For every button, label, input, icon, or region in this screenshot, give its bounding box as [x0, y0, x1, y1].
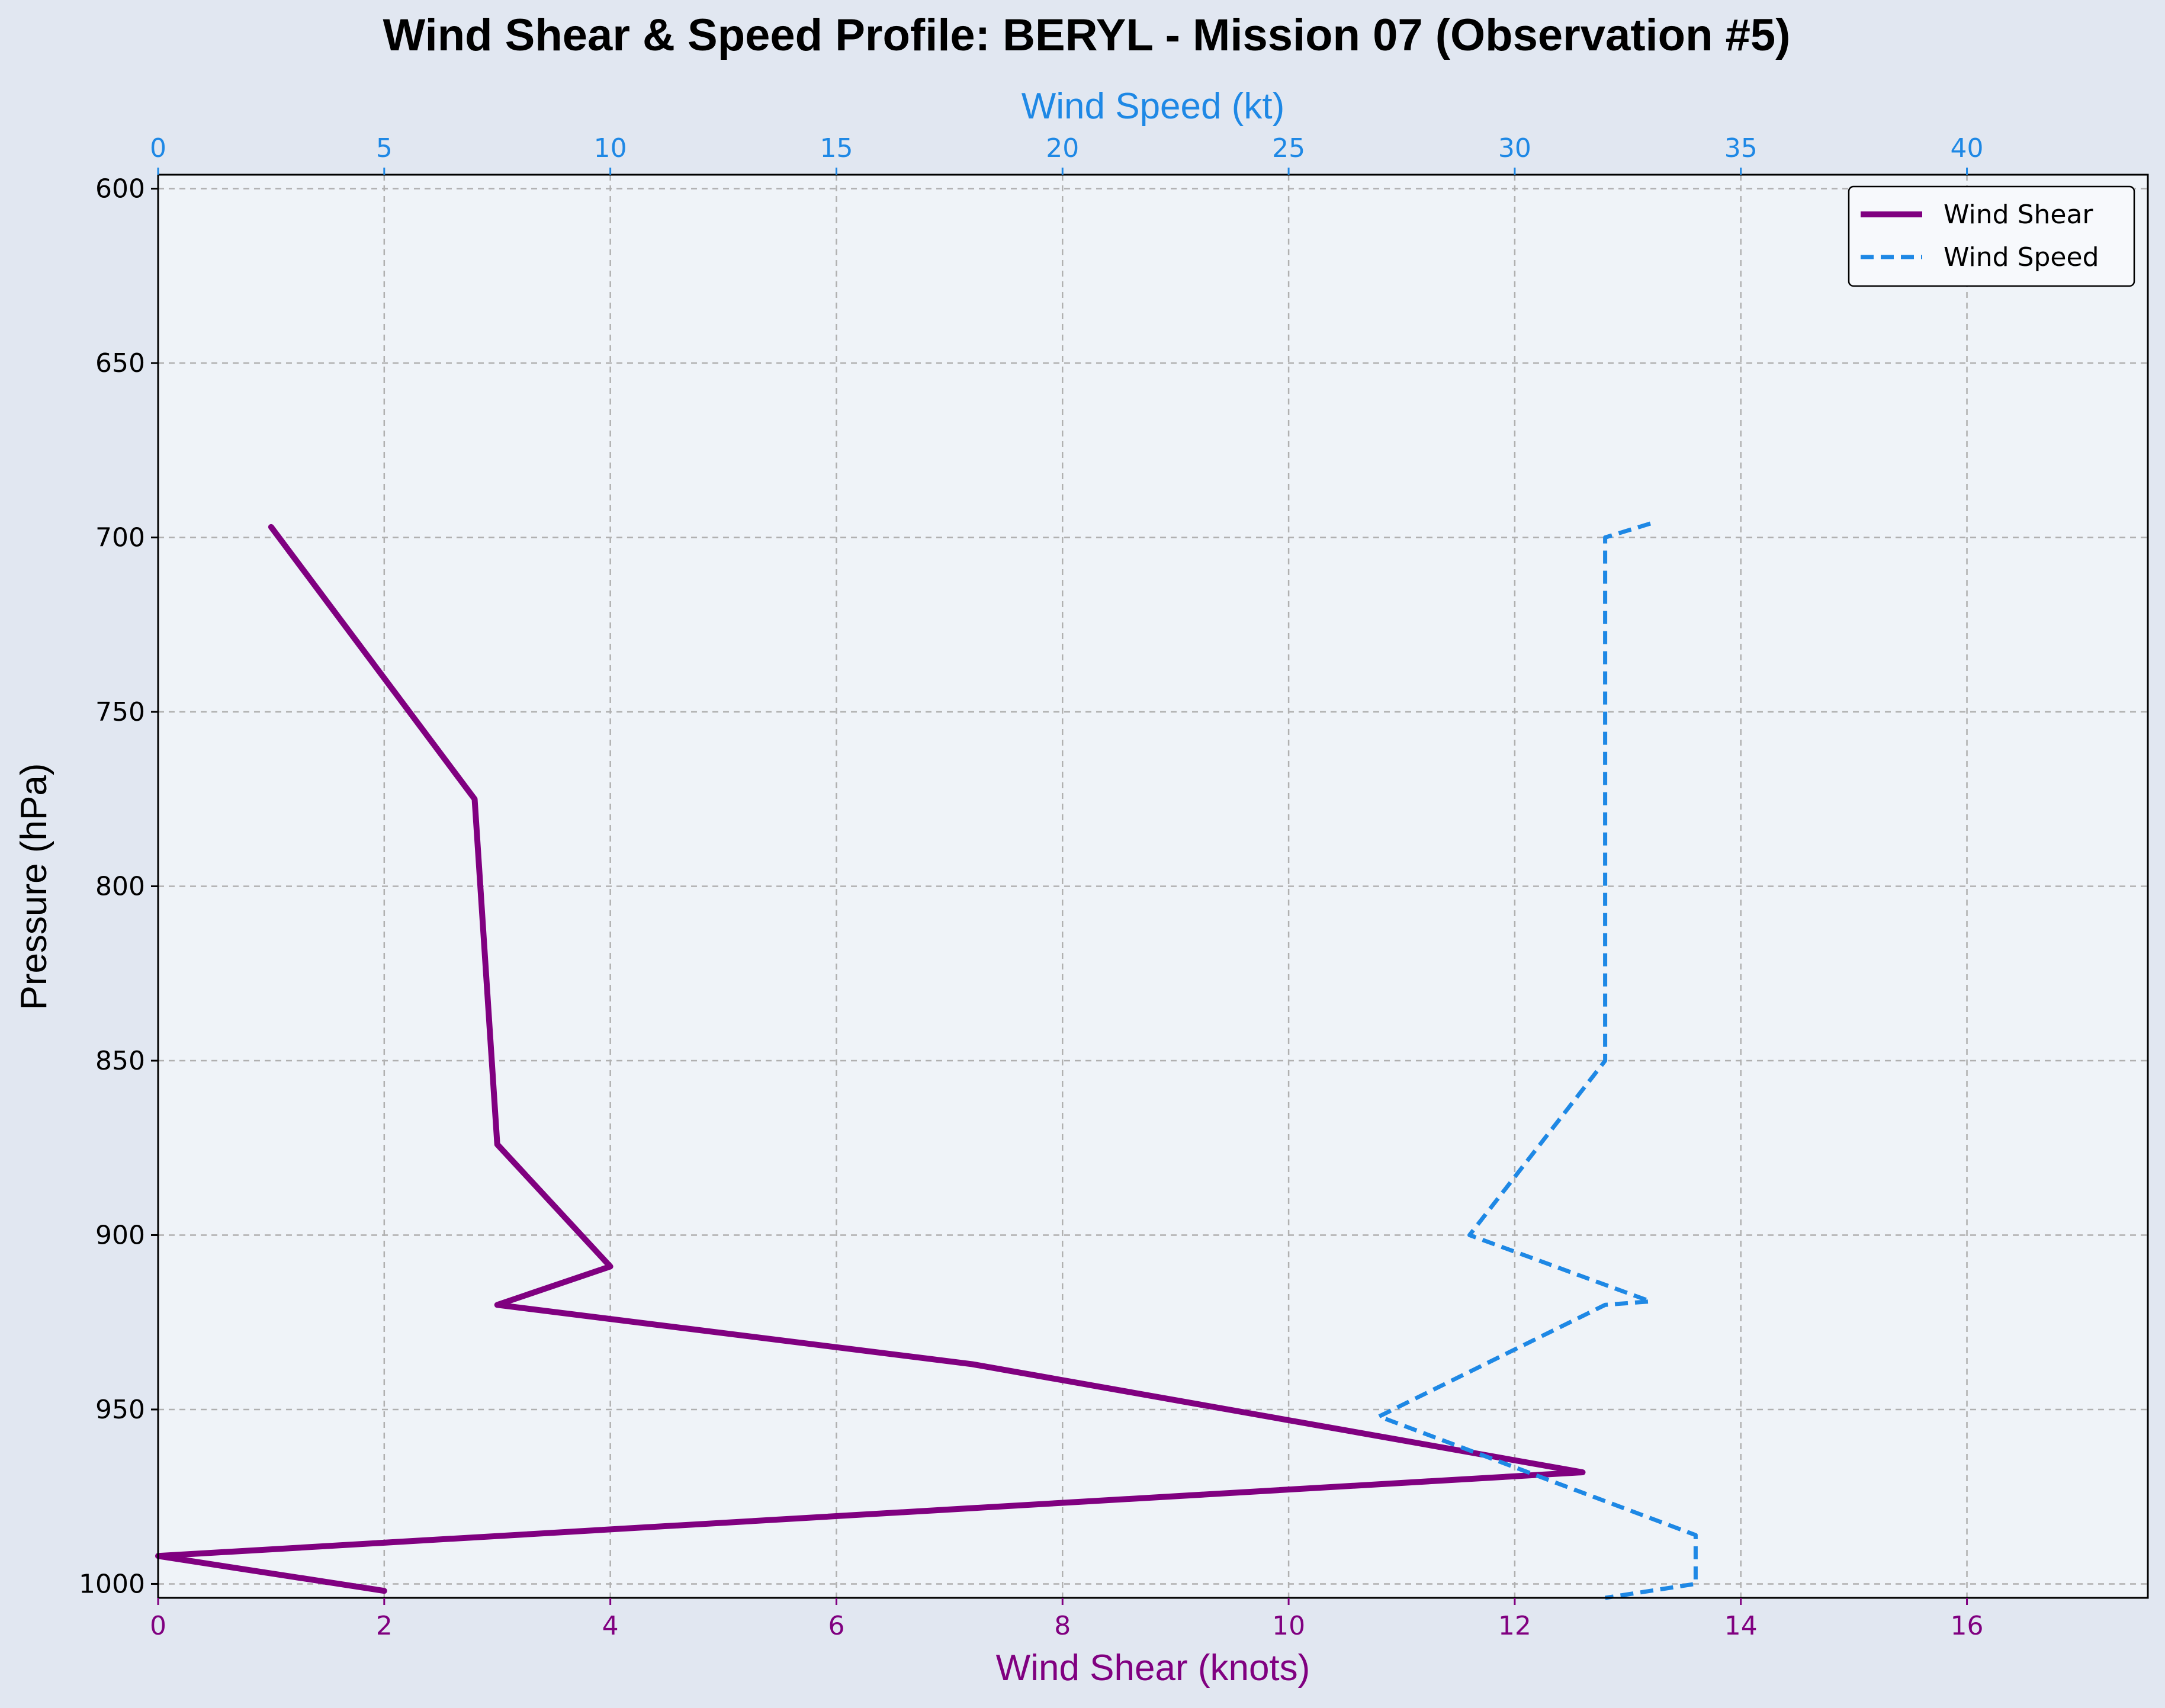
- top-tick-label: 30: [1498, 133, 1531, 163]
- top-tick-label: 25: [1272, 133, 1305, 163]
- legend-label: Wind Speed: [1944, 242, 2099, 272]
- top-tick-label: 15: [820, 133, 853, 163]
- y-axis-label: Pressure (hPa): [14, 763, 54, 1010]
- legend-label: Wind Shear: [1944, 200, 2093, 230]
- bottom-tick-label: 12: [1498, 1611, 1531, 1641]
- y-axis: 600 650 700 750 800 850 900 950 1000: [79, 174, 158, 1599]
- bottom-x-axis: 0 2 4 6 8 10 12 14 16: [150, 1598, 1984, 1641]
- y-tick-label: 850: [95, 1046, 145, 1076]
- bottom-tick-label: 14: [1724, 1611, 1758, 1641]
- legend: Wind Shear Wind Speed: [1848, 185, 2135, 287]
- bottom-tick-label: 16: [1951, 1611, 1984, 1641]
- top-x-axis: 0 5 10 15 20 25 30 35 40: [150, 133, 1984, 175]
- bottom-tick-label: 0: [150, 1611, 166, 1641]
- top-tick-label: 5: [376, 133, 393, 163]
- bottom-tick-label: 2: [376, 1611, 393, 1641]
- top-tick-label: 10: [594, 133, 627, 163]
- top-x-axis-label: Wind Speed (kt): [1022, 86, 1285, 127]
- series-line-wind-shear: [155, 524, 1586, 1594]
- bottom-tick-label: 10: [1272, 1611, 1305, 1641]
- y-tick-label: 950: [95, 1395, 145, 1425]
- y-tick-label: 750: [95, 697, 145, 727]
- top-tick-label: 20: [1046, 133, 1079, 163]
- series-line-wind-speed: [1377, 521, 1698, 1600]
- top-tick-label: 40: [1951, 133, 1984, 163]
- top-tick-label: 35: [1724, 133, 1758, 163]
- y-tick-label: 700: [95, 523, 145, 553]
- chart-title: Wind Shear & Speed Profile: BERYL - Miss…: [383, 10, 1791, 60]
- bottom-tick-label: 8: [1054, 1611, 1071, 1641]
- y-tick-label: 800: [95, 872, 145, 902]
- bottom-tick-label: 6: [828, 1611, 844, 1641]
- y-tick-label: 1000: [79, 1569, 145, 1599]
- y-tick-label: 900: [95, 1220, 145, 1250]
- bottom-tick-label: 4: [602, 1611, 619, 1641]
- bottom-x-axis-label: Wind Shear (knots): [996, 1648, 1310, 1688]
- series-layer: [155, 521, 1698, 1600]
- y-tick-label: 650: [95, 348, 145, 378]
- top-tick-label: 0: [150, 133, 166, 163]
- y-tick-label: 600: [95, 174, 145, 204]
